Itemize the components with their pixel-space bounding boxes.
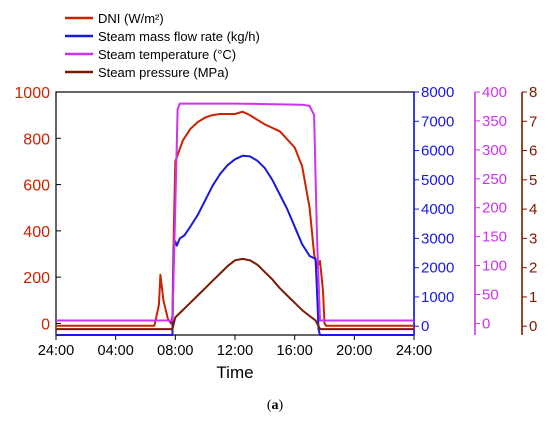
- y-tick-label-pressure: 7: [529, 113, 537, 130]
- y-tick-label-pressure: 2: [529, 260, 537, 277]
- chart: 24:00 04:00 08:00 12:00 16:00 20:00 24:0002004…: [14, 11, 537, 382]
- legend: DNI (W/m²) Steam mass flow rate (kg/h) Ste…: [65, 11, 260, 80]
- y-tick-label-pressure: 0: [529, 318, 537, 335]
- figure-caption: (a): [266, 398, 284, 413]
- y-tick-label-dni: 800: [23, 131, 50, 148]
- x-tick-label: 04:00: [98, 343, 134, 359]
- y-tick-label-dni: 0: [41, 316, 50, 333]
- y-tick-label-flow: 0: [421, 318, 429, 335]
- y-tick-label-flow: 1000: [421, 289, 454, 306]
- plot-frame: [55, 91, 415, 336]
- y-tick-label-flow: 2000: [421, 260, 454, 277]
- x-tick-label: 12:00: [217, 343, 253, 359]
- y-tick-label-flow: 6000: [421, 143, 454, 160]
- y-tick-label-temp: 50: [482, 287, 499, 304]
- y-tick-label-flow: 5000: [421, 172, 454, 189]
- y-tick-label-flow: 8000: [421, 84, 454, 101]
- y-tick-label-dni: 200: [23, 270, 50, 287]
- y-tick-label-flow: 4000: [421, 201, 454, 218]
- x-tick-label: 08:00: [157, 343, 193, 359]
- x-tick-label: 24:00: [396, 343, 432, 359]
- legend-label-dni: DNI (W/m²): [98, 11, 164, 26]
- y-tick-label-temp: 0: [482, 315, 490, 332]
- y-tick-label-pressure: 6: [529, 143, 537, 160]
- legend-label-flow: Steam mass flow rate (kg/h): [98, 29, 260, 44]
- series-line-flow: [56, 154, 414, 336]
- x-tick-label: 24:00: [38, 343, 74, 359]
- y-tick-label-flow: 7000: [421, 113, 454, 130]
- y-tick-label-temp: 100: [482, 258, 507, 275]
- series-line-pressure: [56, 257, 414, 331]
- x-axis-label: Time: [216, 363, 253, 382]
- y-tick-label-dni: 400: [23, 224, 50, 241]
- series-line-dni: [56, 110, 414, 327]
- y-tick-label-dni: 1000: [14, 85, 50, 102]
- y-tick-label-temp: 400: [482, 84, 507, 101]
- series-layer: [56, 102, 414, 336]
- legend-label-pressure: Steam pressure (MPa): [98, 65, 229, 80]
- y-tick-label-temp: 200: [482, 200, 507, 217]
- y-tick-label-temp: 250: [482, 171, 507, 188]
- x-tick-label: 20:00: [336, 343, 372, 359]
- y-tick-label-temp: 150: [482, 229, 507, 246]
- legend-label-temp: Steam temperature (°C): [98, 47, 236, 62]
- y-tick-label-pressure: 5: [529, 172, 537, 189]
- y-tick-label-pressure: 1: [529, 289, 537, 306]
- y-tick-label-flow: 3000: [421, 230, 454, 247]
- x-tick-label: 16:00: [277, 343, 313, 359]
- y-tick-label-temp: 350: [482, 113, 507, 130]
- y-tick-label-pressure: 4: [529, 201, 537, 218]
- y-tick-label-pressure: 3: [529, 230, 537, 247]
- axis-ticks-layer: 24:00 04:00 08:00 12:00 16:00 20:00 24:0002004…: [14, 84, 537, 359]
- y-tick-label-dni: 600: [23, 178, 50, 195]
- caption-label: a: [271, 398, 279, 413]
- y-tick-label-temp: 300: [482, 142, 507, 159]
- y-tick-label-pressure: 8: [529, 84, 537, 101]
- series-line-temp: [56, 102, 414, 322]
